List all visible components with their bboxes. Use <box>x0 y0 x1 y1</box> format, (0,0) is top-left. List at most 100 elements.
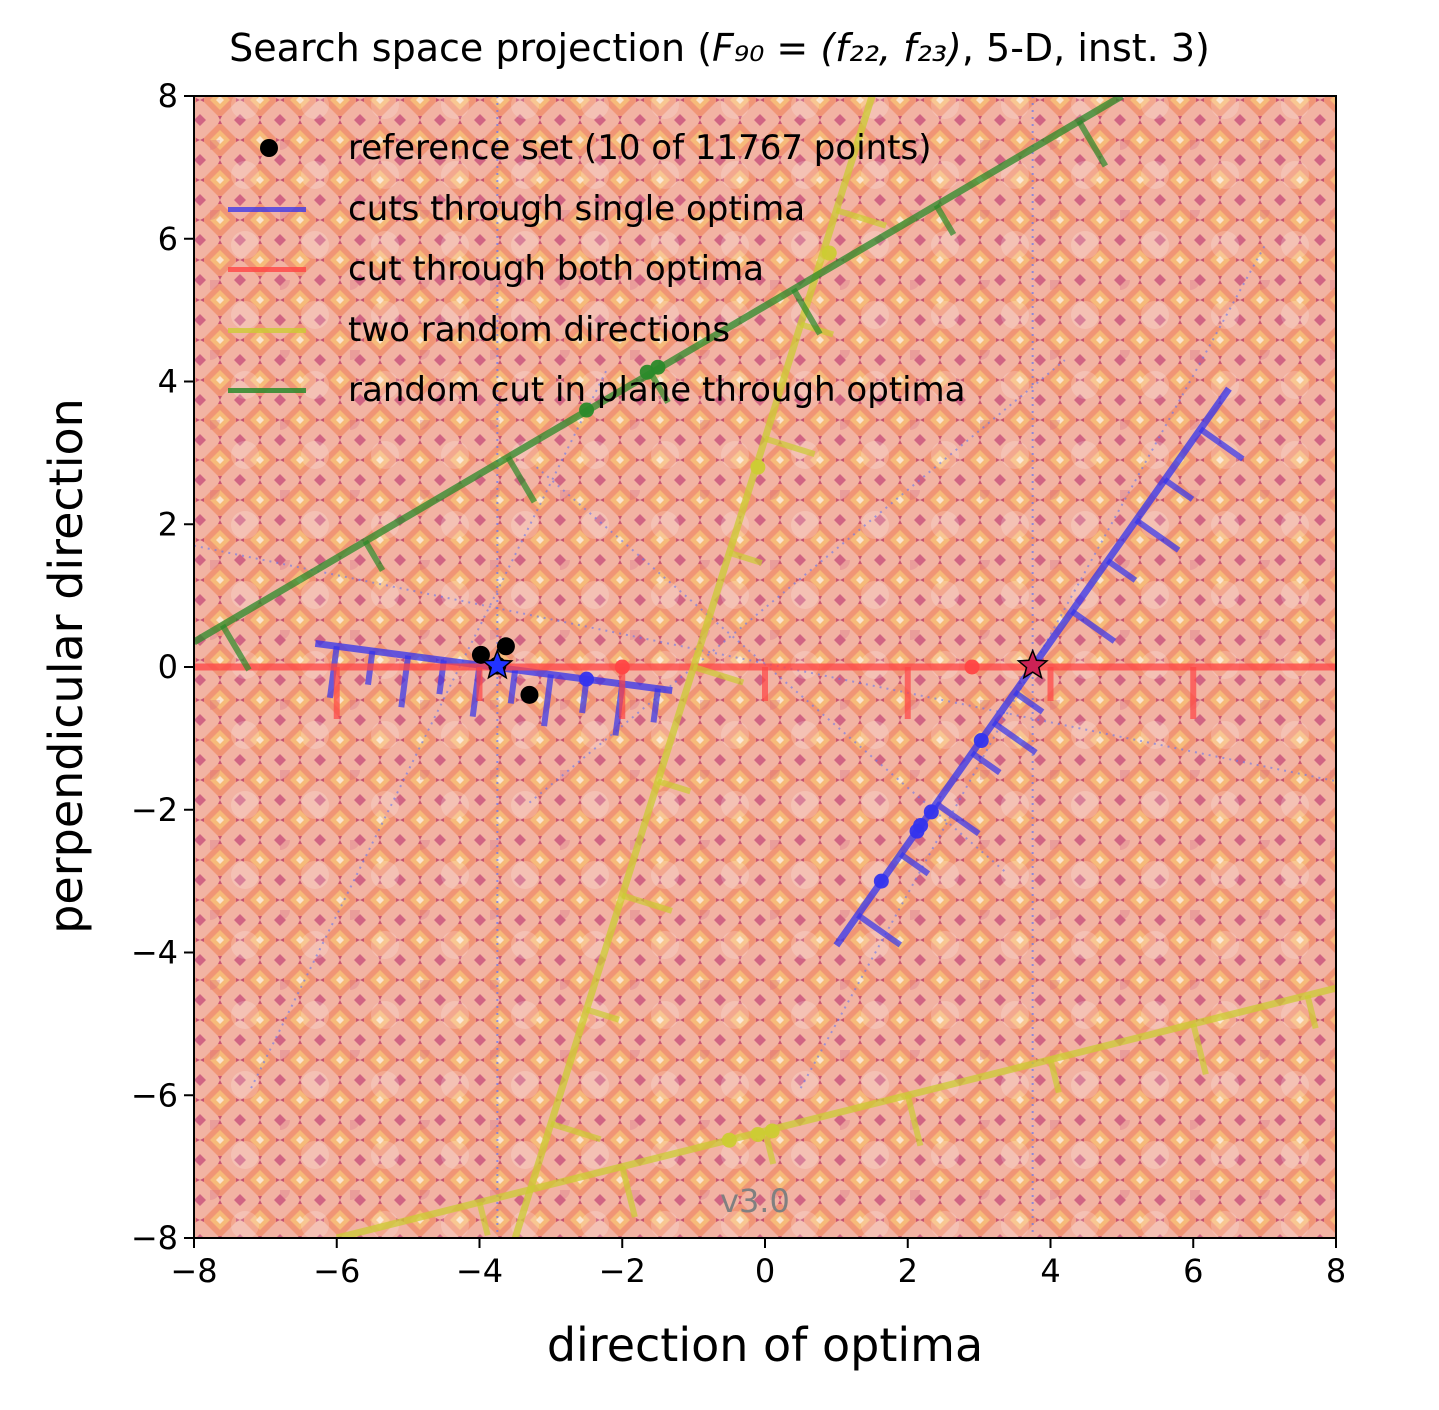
two-random-directions-tick <box>1047 1058 1062 1094</box>
x-tick-label: −6 <box>313 1252 360 1290</box>
x-tick-label: 6 <box>1183 1252 1203 1290</box>
reference-point <box>496 637 515 656</box>
y-tick-label: −4 <box>131 934 178 972</box>
x-tick-label: 2 <box>898 1252 918 1290</box>
legend-label-single: cuts through single optima <box>348 188 806 229</box>
random-cut-in-plane-through-optima-tick <box>790 287 823 336</box>
legend-swatch-single <box>214 199 314 219</box>
random-cut-in-plane-through-optima-tick <box>933 203 957 237</box>
cuts-through-single-optima-tick <box>1162 477 1195 502</box>
cuts-through-single-optima-tick <box>898 851 931 877</box>
x-tick-label: −2 <box>599 1252 646 1290</box>
cuts-through-single-optima-tick <box>970 750 1002 776</box>
legend-label-plane: random cut in plane through optima <box>348 370 966 411</box>
legend-label-both: cut through both optima <box>348 249 764 290</box>
x-axis-ticks: −8 −6 −4 −2 0 2 4 6 8 <box>170 1238 1346 1290</box>
two-random-directions-tick <box>476 1201 491 1237</box>
two-random-directions-tick <box>762 1130 777 1165</box>
x-tick-label: −4 <box>456 1252 503 1290</box>
legend-entry-single: cuts through single optima <box>214 179 966 240</box>
y-tick-label: 4 <box>158 363 178 401</box>
cuts-through-single-optima-point <box>973 733 989 749</box>
two-random-directions-tick <box>764 435 816 457</box>
two-random-directions-point <box>821 245 837 261</box>
legend-swatch-plane <box>214 380 314 400</box>
random-cut-in-plane-through-optima-point <box>579 402 595 418</box>
random-cut-in-plane-through-optima-point <box>650 359 666 375</box>
two-random-directions-point <box>750 1127 766 1143</box>
x-tick-label: 0 <box>755 1252 775 1290</box>
legend-label-random: two random directions <box>348 309 731 350</box>
cuts-through-single-optima-tick <box>326 645 340 699</box>
reference-point <box>471 645 490 664</box>
cuts-through-single-optima-tick <box>1134 517 1181 553</box>
two-random-directions-tick <box>585 1006 620 1023</box>
random-cut-in-plane-through-optima-tick <box>362 539 386 573</box>
cuts-through-single-optima-tick <box>1198 426 1245 462</box>
x-axis-label: direction of optima <box>546 1318 984 1372</box>
cuts-through-single-optima-point <box>579 671 595 687</box>
y-tick-label: −6 <box>131 1076 178 1114</box>
chart-title: Search space projection (F₉₀ = (f₂₂, f₂₃… <box>0 26 1439 70</box>
y-tick-label: 2 <box>158 505 178 543</box>
cut-through-both-optima-point <box>614 659 630 675</box>
y-tick-label: −8 <box>131 1219 178 1257</box>
two-random-directions-tick <box>692 664 745 686</box>
two-random-directions-tick <box>835 207 887 229</box>
two-random-directions-tick <box>657 778 692 795</box>
legend-swatch-reference <box>214 138 314 158</box>
random-cut-in-plane-through-optima-tick <box>505 455 538 504</box>
version-label: v3.0 <box>720 1182 790 1220</box>
cuts-through-single-optima-tick <box>1013 689 1045 715</box>
cuts-through-single-optima-tick <box>856 912 903 948</box>
cuts-through-single-optima-point <box>923 804 939 820</box>
two-random-directions-point <box>764 1123 780 1139</box>
cuts-through-single-optima-point <box>913 817 929 833</box>
y-tick-label: 6 <box>158 220 178 258</box>
legend-entry-random: two random directions <box>214 300 966 361</box>
cuts-through-single-optima-tick <box>507 669 519 704</box>
two-random-directions-tick <box>621 892 673 914</box>
y-axis-ticks: −8 −6 −4 −2 0 2 4 6 8 <box>131 77 194 1257</box>
cuts-through-single-optima-tick <box>1070 608 1117 644</box>
cuts-through-single-optima-tick <box>991 720 1038 756</box>
cuts-through-single-optima-tick <box>650 688 661 723</box>
cut-through-both-optima-point <box>964 659 980 675</box>
cuts-through-single-optima-tick <box>1105 558 1138 583</box>
two-random-directions-tick <box>549 1120 602 1143</box>
chart-title-math: F₉₀ = (f₂₂, f₂₃) <box>712 26 962 70</box>
chart-title-suffix: , 5-D, inst. 3) <box>961 26 1210 70</box>
two-random-directions-tick <box>1304 994 1319 1030</box>
legend-label-reference: reference set (10 of 11767 points) <box>348 128 932 169</box>
two-random-directions-point <box>750 459 766 475</box>
optimum-star-marker <box>481 648 514 680</box>
cuts-through-single-optima-tick <box>934 801 981 837</box>
y-tick-label: 0 <box>158 648 178 686</box>
y-tick-label: −2 <box>131 791 178 829</box>
legend-swatch-random <box>214 320 314 340</box>
plot-area <box>194 96 1336 1238</box>
cuts-through-single-optima-tick <box>541 674 554 727</box>
orthogonal-guide <box>250 366 609 1089</box>
markers-layer <box>471 637 1049 704</box>
legend-swatch-both <box>214 259 314 279</box>
two-random-directions-tick <box>619 1165 638 1218</box>
cuts-through-single-optima-point <box>873 873 889 889</box>
two-random-directions-point <box>721 1132 737 1148</box>
legend-entry-reference: reference set (10 of 11767 points) <box>214 118 966 179</box>
x-tick-label: 4 <box>1040 1252 1060 1290</box>
optimum-star-marker <box>1016 648 1049 680</box>
legend-entry-plane: random cut in plane through optima <box>214 360 966 421</box>
random-cut-in-plane-through-optima-tick <box>1076 119 1109 168</box>
legend: reference set (10 of 11767 points) cuts … <box>214 118 966 421</box>
reference-point <box>520 685 539 704</box>
x-tick-label: 8 <box>1326 1252 1346 1290</box>
random-cut-in-plane-through-optima-tick <box>219 623 252 672</box>
chart-title-prefix: Search space projection ( <box>229 26 713 70</box>
x-tick-label: −8 <box>170 1252 217 1290</box>
series-layer <box>194 96 1336 1238</box>
y-axis-label: perpendicular direction <box>39 398 93 934</box>
random-cut-in-plane-through-optima-tick <box>648 371 671 405</box>
two-random-directions-tick <box>728 549 763 566</box>
